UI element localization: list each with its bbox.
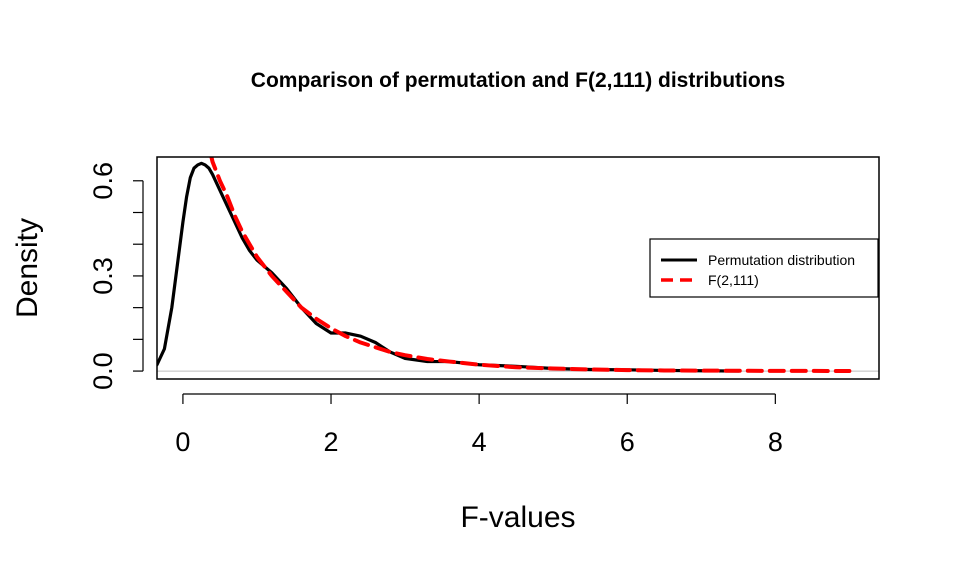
y-tick-label: 0.3 — [88, 257, 118, 295]
chart-title: Comparison of permutation and F(2,111) d… — [251, 69, 785, 92]
legend: Permutation distribution F(2,111) — [649, 238, 879, 298]
x-tick-label: 6 — [620, 427, 635, 457]
legend-box — [649, 238, 879, 298]
y-tick-label: 0.6 — [88, 162, 118, 200]
legend-label-f-distribution: F(2,111) — [708, 272, 759, 288]
x-axis: 0 2 4 6 8 — [175, 393, 783, 457]
x-tick-label: 8 — [768, 427, 783, 457]
x-tick-label: 2 — [324, 427, 339, 457]
y-tick-label: 0.0 — [88, 352, 118, 390]
x-tick-label: 0 — [175, 427, 190, 457]
plot-frame — [156, 156, 880, 380]
series-line-f-distribution — [209, 157, 852, 373]
plot-area — [156, 156, 880, 380]
x-axis-label: F-values — [460, 501, 575, 534]
y-axis: 0.0 0.3 0.6 — [88, 162, 144, 390]
y-axis-label: Density — [11, 218, 44, 318]
x-tick-label: 4 — [472, 427, 487, 457]
legend-label-permutation: Permutation distribution — [708, 252, 855, 268]
